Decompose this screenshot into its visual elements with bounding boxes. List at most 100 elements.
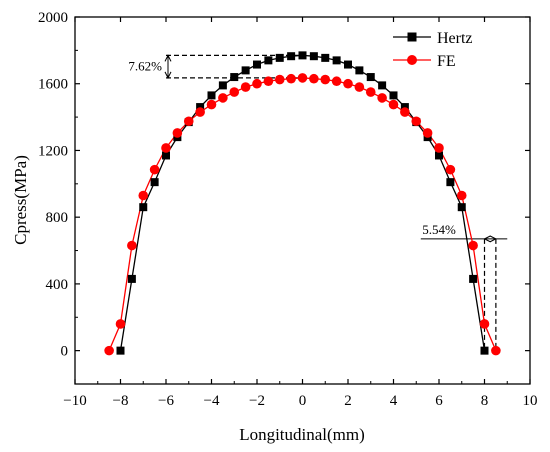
point-hertz (480, 346, 489, 355)
point-fe (115, 319, 126, 329)
point-fe (479, 319, 490, 329)
y-tick-label: 400 (46, 277, 69, 293)
x-tick-label: −2 (249, 393, 265, 409)
point-hertz (139, 203, 148, 212)
x-tick-label: 4 (390, 393, 398, 409)
point-fe (195, 107, 205, 117)
series-line-fe (108, 77, 497, 351)
legend-label-hertz: Hertz (437, 30, 473, 47)
point-hertz (253, 60, 261, 69)
point-fe (422, 128, 433, 138)
x-tick-label: 6 (435, 393, 443, 409)
point-hertz (162, 151, 170, 160)
point-fe (309, 73, 319, 84)
x-axis-title: Longitudinal(mm) (239, 425, 365, 444)
point-hertz (264, 56, 273, 65)
annot-arrowhead-right (489, 235, 497, 243)
point-hertz (207, 91, 216, 100)
point-fe (252, 78, 262, 89)
series-line-hertz (119, 54, 486, 351)
point-hertz (435, 151, 443, 160)
legend: Hertz FE (393, 30, 473, 70)
point-fe (456, 190, 467, 201)
x-tick-label: −8 (113, 393, 129, 409)
point-hertz (366, 73, 375, 82)
legend-marker-fe (407, 55, 417, 65)
point-fe (286, 73, 296, 84)
point-hertz (446, 178, 455, 187)
data-series (104, 51, 501, 356)
point-hertz (344, 60, 352, 69)
point-fe (411, 116, 422, 127)
x-tick-label: 10 (523, 393, 538, 409)
point-fe (206, 99, 217, 110)
point-fe (343, 78, 353, 89)
point-fe (149, 164, 160, 175)
point-fe (400, 107, 410, 117)
y-tick-label: 800 (46, 210, 69, 226)
point-fe (183, 116, 194, 127)
point-hertz (241, 66, 250, 75)
point-fe (263, 76, 274, 87)
annot-label-7-62: 7.62% (128, 59, 162, 74)
point-fe (445, 164, 456, 175)
y-tick-label: 2000 (38, 10, 68, 26)
point-fe (138, 190, 149, 201)
x-tick-label: −6 (158, 393, 174, 409)
y-tick-label: 0 (61, 344, 69, 360)
x-tick-label: 8 (481, 393, 489, 409)
point-fe (127, 240, 137, 251)
y-tick-label: 1600 (38, 77, 68, 93)
point-fe (274, 74, 285, 85)
point-hertz (309, 52, 318, 61)
annot-label-5-54: 5.54% (422, 222, 456, 237)
point-fe (491, 345, 501, 356)
point-fe (388, 99, 399, 110)
point-hertz (469, 274, 478, 283)
point-fe (354, 82, 365, 92)
point-fe (320, 74, 331, 85)
y-tick-label: 1200 (38, 143, 68, 159)
point-hertz (332, 56, 341, 65)
point-fe (218, 93, 228, 103)
point-hertz (457, 203, 466, 212)
point-hertz (389, 91, 398, 100)
x-tick-label: 2 (344, 393, 352, 409)
point-hertz (127, 274, 136, 283)
annot-arrowhead-up (164, 54, 172, 62)
x-tick-label: −4 (204, 393, 220, 409)
point-hertz (298, 51, 307, 60)
y-axis-title: Cpress(MPa) (11, 155, 30, 245)
point-fe (297, 73, 308, 83)
point-fe (365, 87, 376, 97)
point-hertz (150, 178, 159, 187)
annot-arrowhead-left (483, 235, 491, 243)
point-hertz (116, 346, 125, 355)
annot-arrowhead-down (164, 71, 172, 80)
point-hertz (275, 53, 284, 62)
point-fe (331, 76, 342, 87)
point-hertz (230, 73, 239, 82)
point-hertz (400, 103, 409, 112)
point-fe (434, 143, 444, 153)
point-fe (172, 128, 183, 138)
legend-marker-hertz (407, 32, 417, 42)
point-hertz (355, 66, 364, 75)
legend-label-fe: FE (437, 53, 456, 70)
point-fe (104, 345, 114, 356)
point-hertz (287, 52, 296, 61)
point-hertz (218, 81, 227, 90)
point-fe (377, 93, 387, 103)
point-hertz (378, 81, 387, 90)
x-tick-label: −10 (63, 393, 86, 409)
point-fe (468, 240, 478, 251)
point-fe (240, 82, 251, 92)
point-hertz (321, 53, 330, 62)
x-tick-label: 0 (299, 393, 307, 409)
annotations: 7.62% 5.54% (128, 54, 508, 351)
point-fe (161, 143, 171, 153)
axis-ticks: −10 −8 −6 −4 −2 0 2 4 6 8 10 0 400 800 1200 1600 2000 (38, 10, 538, 409)
point-fe (229, 87, 240, 97)
point-hertz (196, 103, 205, 112)
